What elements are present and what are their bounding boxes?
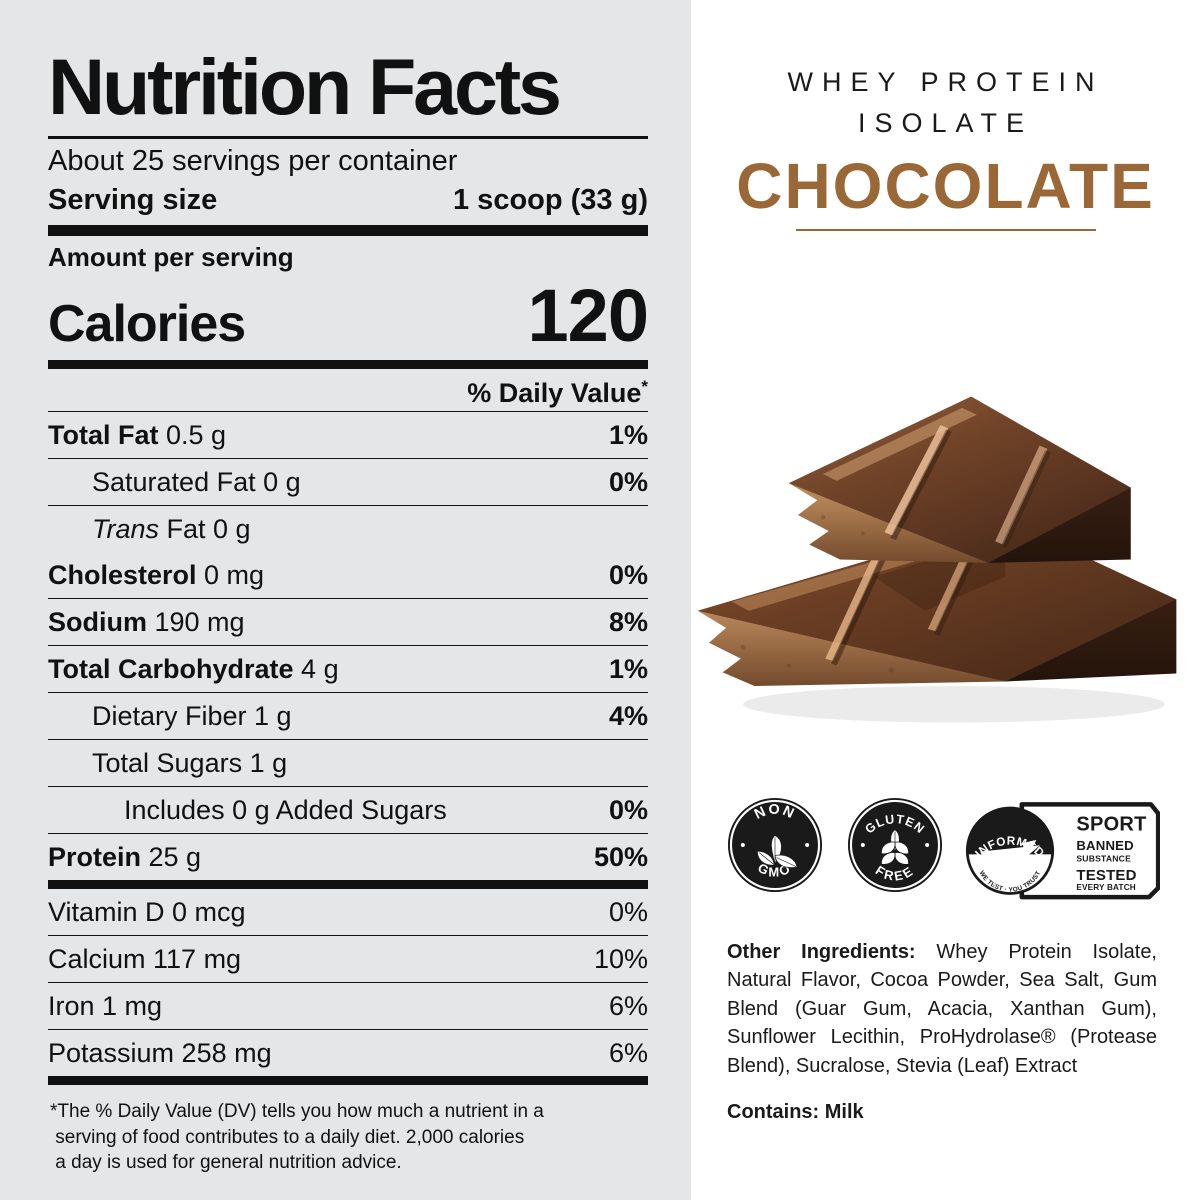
svg-text:SPORT: SPORT [1076,814,1146,836]
svg-text:SUBSTANCE: SUBSTANCE [1076,854,1131,864]
svg-text:EVERY BATCH: EVERY BATCH [1076,883,1136,892]
svg-text:TESTED: TESTED [1076,867,1136,884]
svg-text:BANNED: BANNED [1076,838,1133,853]
